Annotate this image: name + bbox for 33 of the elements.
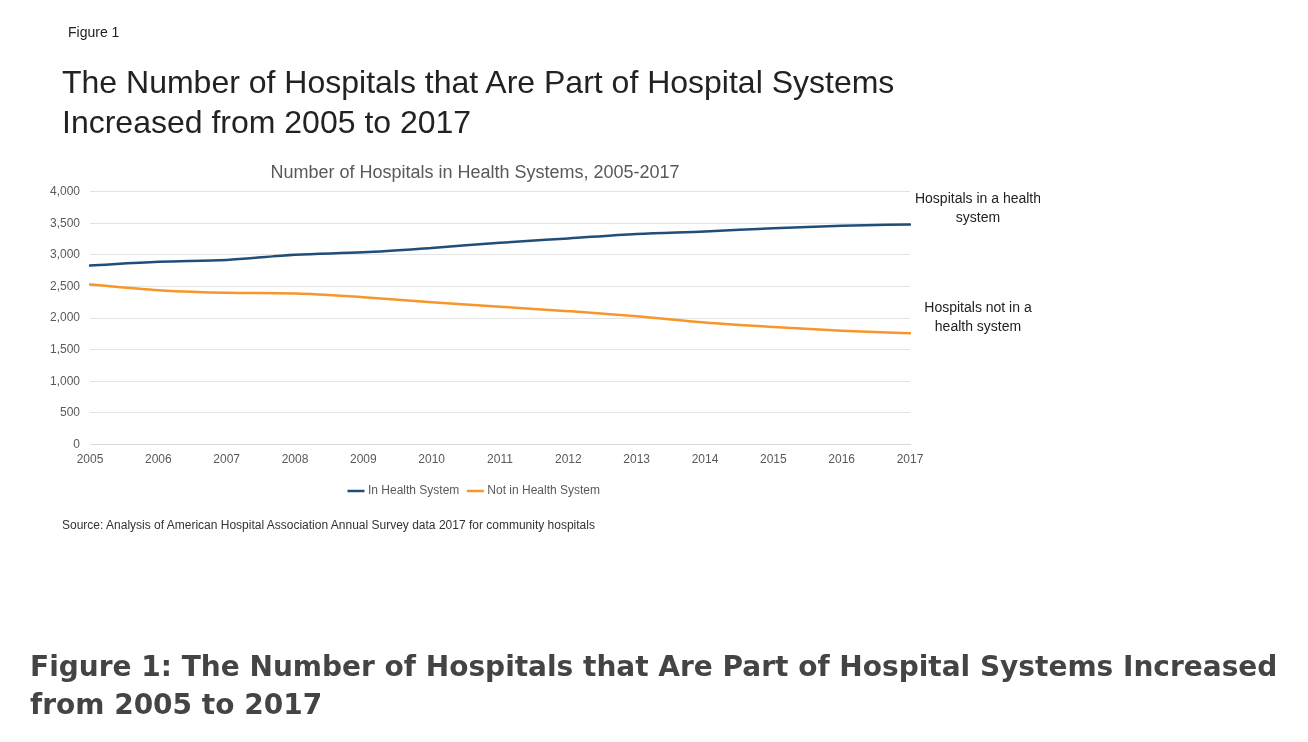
x-tick-label: 2005 xyxy=(76,452,104,467)
legend-label: In Health System xyxy=(367,483,460,498)
annotation: Hospitals in a health system xyxy=(914,189,1042,225)
y-tick-label: 3,000 xyxy=(50,247,81,262)
y-tick-label: 3,500 xyxy=(50,215,81,230)
x-tick-label: 2016 xyxy=(828,452,856,467)
caption: Figure 1: The Number of Hospitals that Are Part of Hospital Systems Increased from 2005 to 2017 xyxy=(30,649,1279,723)
x-tick-label: 2012 xyxy=(554,452,583,467)
annotation: Hospitals not in a health system xyxy=(924,298,1032,334)
caption: Figure 1 xyxy=(68,24,120,40)
x-tick-label: 2015 xyxy=(759,452,788,467)
y-tick-label: 1,000 xyxy=(50,373,81,388)
chart-subtitle: Number of Hospitals in Health Systems, 2005-2017 xyxy=(270,161,680,182)
x-tick-label: 2007 xyxy=(213,452,241,467)
x-tick-label: 2013 xyxy=(623,452,651,467)
y-tick-label: 2,500 xyxy=(50,278,81,293)
chart-title: The Number of Hospitals that Are Part of Hospital Systems Increased from 2005 to 2017 xyxy=(62,63,896,142)
x-tick-label: 2014 xyxy=(691,452,719,467)
legend-label: Not in Health System xyxy=(487,483,601,498)
x-tick-label: 2011 xyxy=(487,452,514,467)
y-tick-label: 500 xyxy=(60,405,81,420)
y-tick-label: 4,000 xyxy=(50,183,81,198)
source-note: Source: Analysis of American Hospital Association Annual Survey data 2017 for community hospitals xyxy=(62,518,595,532)
y-tick-label: 1,500 xyxy=(50,342,81,357)
x-tick-label: 2006 xyxy=(145,452,173,467)
line-series xyxy=(88,223,912,267)
x-tick-label: 2010 xyxy=(418,452,446,467)
y-tick-label: 0 xyxy=(73,436,81,451)
line-series xyxy=(88,283,912,335)
x-tick-label: 2008 xyxy=(281,452,309,467)
y-tick-label: 2,000 xyxy=(50,310,81,325)
x-tick-label: 2009 xyxy=(350,452,378,467)
x-tick-label: 2017 xyxy=(896,452,924,467)
